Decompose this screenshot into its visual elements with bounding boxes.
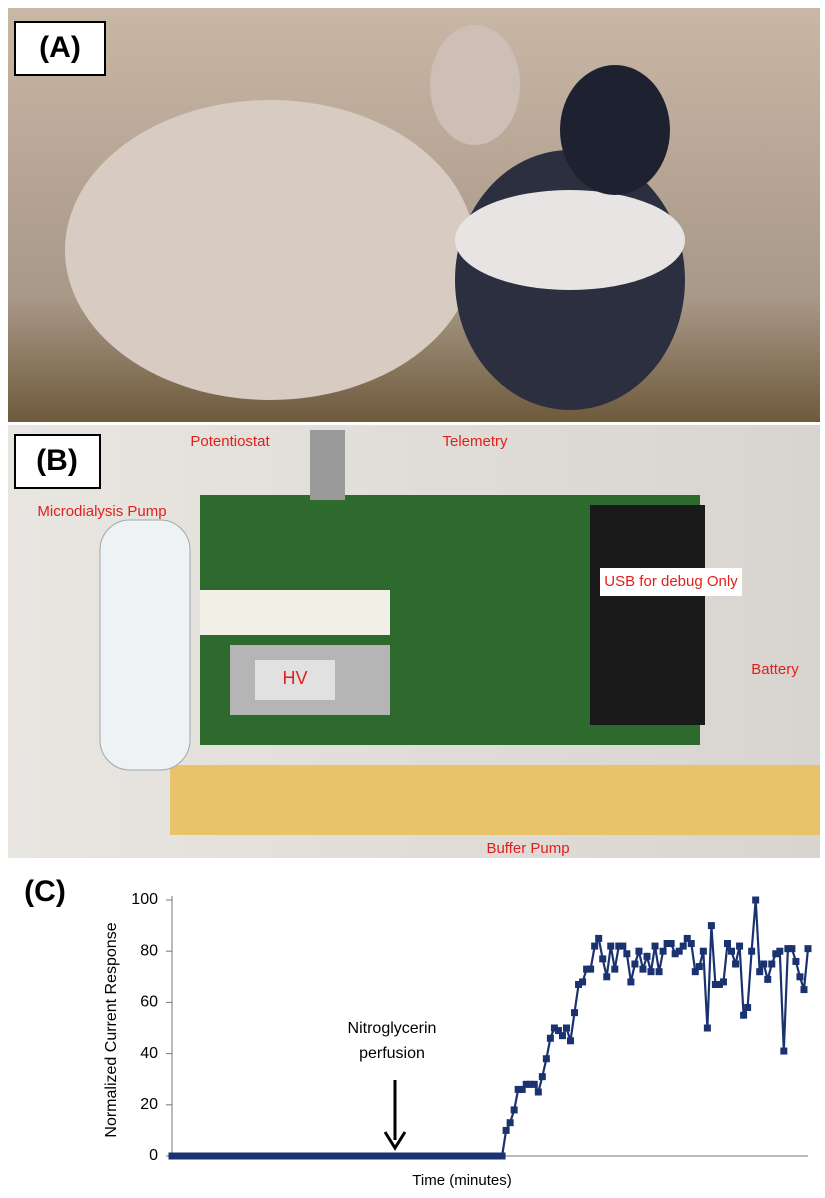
photo-a bbox=[8, 8, 820, 422]
point bbox=[696, 963, 703, 970]
x-axis-title: Time (minutes) bbox=[412, 1172, 511, 1189]
point bbox=[788, 945, 795, 952]
point bbox=[728, 948, 735, 955]
point bbox=[599, 955, 606, 962]
point bbox=[648, 968, 655, 975]
plot: 0 20 40 60 80 100 bbox=[131, 891, 811, 1164]
annotation: perfusion bbox=[359, 1045, 425, 1062]
point bbox=[688, 940, 695, 947]
photo-b bbox=[8, 425, 820, 858]
point bbox=[800, 986, 807, 993]
annotation: Buffer Pump bbox=[486, 840, 569, 857]
point bbox=[579, 978, 586, 985]
point bbox=[623, 950, 630, 957]
point bbox=[652, 943, 659, 950]
point bbox=[736, 943, 743, 950]
point bbox=[639, 966, 646, 973]
point bbox=[796, 973, 803, 980]
panel-label: (C) bbox=[24, 875, 66, 908]
panel-label: (B) bbox=[36, 444, 78, 477]
point bbox=[700, 948, 707, 955]
point bbox=[511, 1106, 518, 1113]
point bbox=[591, 943, 598, 950]
point bbox=[740, 1012, 747, 1019]
point bbox=[792, 958, 799, 965]
point bbox=[507, 1119, 514, 1126]
annotation: HV bbox=[282, 668, 307, 688]
y-tick-label: 100 bbox=[131, 891, 158, 908]
point bbox=[720, 978, 727, 985]
annotation: Nitroglycerin bbox=[348, 1020, 437, 1037]
point bbox=[768, 961, 775, 968]
point bbox=[607, 943, 614, 950]
point bbox=[680, 943, 687, 950]
point bbox=[539, 1073, 546, 1080]
point bbox=[567, 1037, 574, 1044]
annotation: Microdialysis Pump bbox=[37, 503, 166, 520]
point bbox=[724, 940, 731, 947]
point bbox=[656, 968, 663, 975]
point bbox=[668, 940, 675, 947]
y-tick-label: 80 bbox=[140, 942, 158, 959]
point bbox=[619, 943, 626, 950]
point bbox=[635, 948, 642, 955]
annotation: Potentiostat bbox=[190, 433, 270, 450]
figure: (A) (B) Potentiostat Telemetry Microdial… bbox=[0, 0, 825, 1193]
point bbox=[756, 968, 763, 975]
point bbox=[752, 897, 759, 904]
y-tick-label: 20 bbox=[140, 1096, 158, 1113]
point bbox=[805, 945, 812, 952]
point bbox=[531, 1081, 538, 1088]
point bbox=[503, 1127, 510, 1134]
point bbox=[563, 1025, 570, 1032]
point bbox=[776, 948, 783, 955]
point bbox=[571, 1009, 578, 1016]
point bbox=[603, 973, 610, 980]
y-tick-label: 60 bbox=[140, 994, 158, 1011]
point bbox=[708, 922, 715, 929]
point bbox=[547, 1035, 554, 1042]
point bbox=[704, 1025, 711, 1032]
point bbox=[499, 1153, 506, 1160]
annotation: Battery bbox=[751, 661, 799, 678]
point bbox=[764, 976, 771, 983]
point bbox=[559, 1032, 566, 1039]
point bbox=[543, 1055, 550, 1062]
y-axis-title: Normalized Current Response bbox=[103, 922, 120, 1137]
point bbox=[535, 1089, 542, 1096]
point bbox=[631, 961, 638, 968]
point bbox=[595, 935, 602, 942]
point bbox=[627, 978, 634, 985]
annotation: Telemetry bbox=[442, 433, 508, 450]
point bbox=[660, 948, 667, 955]
annotation: USB for debug Only bbox=[604, 573, 738, 590]
point bbox=[748, 948, 755, 955]
point bbox=[780, 1048, 787, 1055]
y-tick-label: 40 bbox=[140, 1045, 158, 1062]
series-line bbox=[172, 900, 808, 1156]
point bbox=[760, 961, 767, 968]
point bbox=[611, 966, 618, 973]
point bbox=[732, 961, 739, 968]
point bbox=[744, 1004, 751, 1011]
point bbox=[587, 966, 594, 973]
point bbox=[643, 953, 650, 960]
panel-label: (A) bbox=[39, 31, 81, 64]
y-tick-label: 0 bbox=[149, 1147, 158, 1164]
